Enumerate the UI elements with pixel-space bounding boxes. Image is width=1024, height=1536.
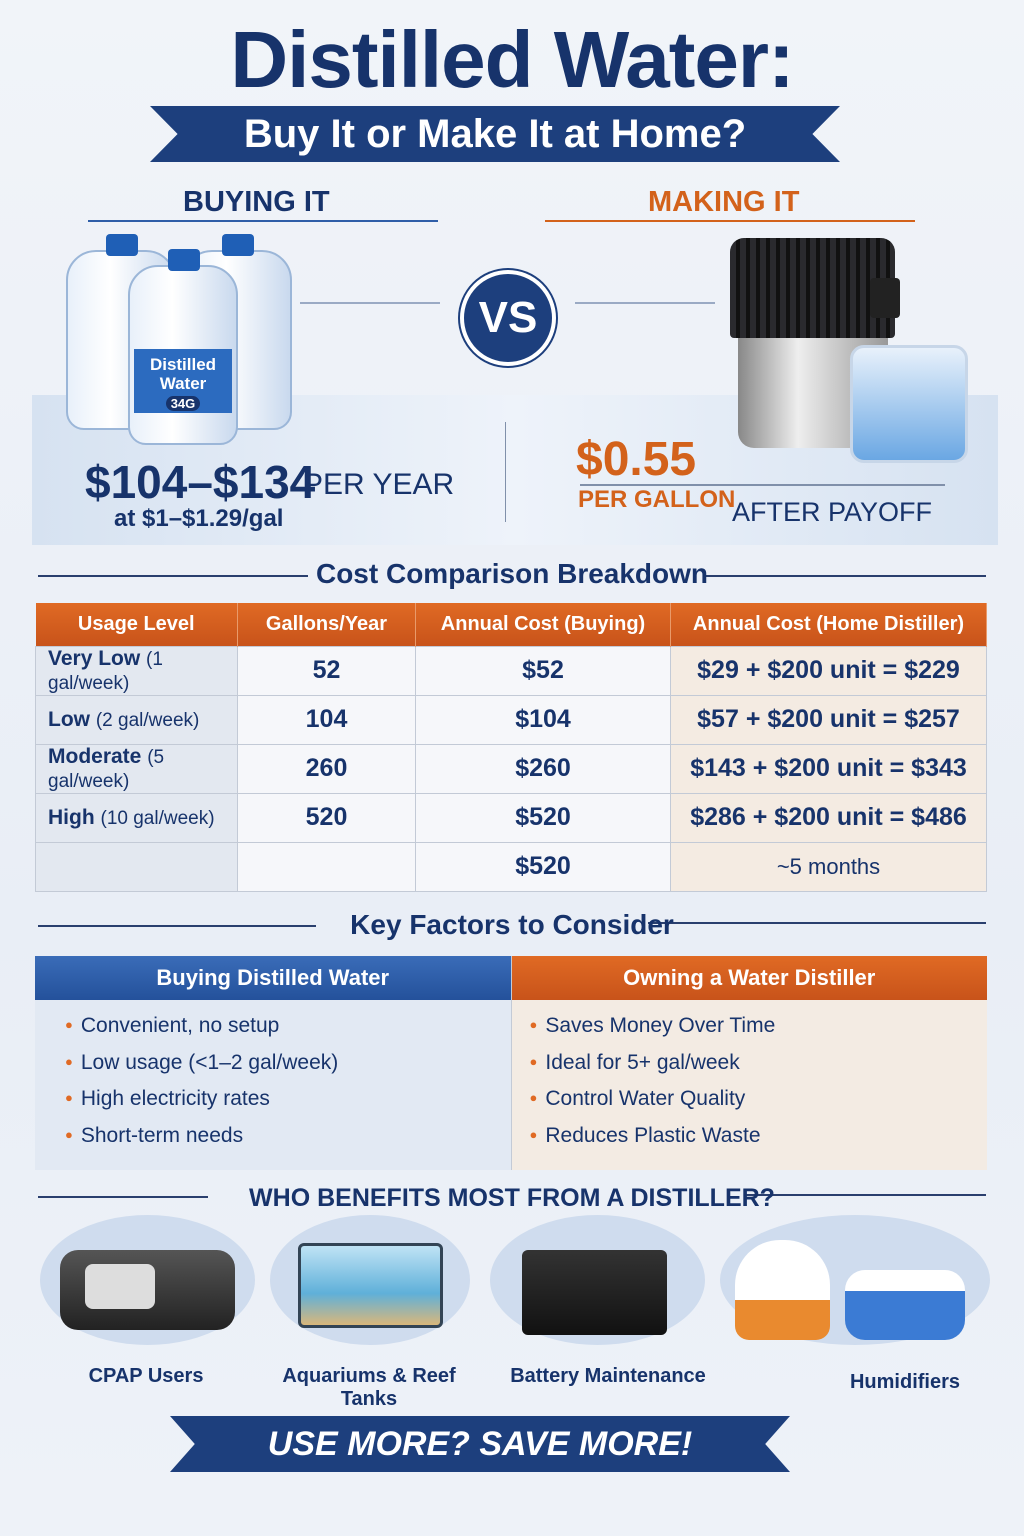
making-note: AFTER PAYOFF [732,497,933,527]
divider [505,422,506,522]
gallons-cell: 520 [237,792,416,843]
water-jar-icon [850,345,968,463]
divider [580,484,945,486]
divider [88,220,438,222]
column-header: Annual Cost (Buying) [415,603,671,646]
usage-level: Low [48,707,90,731]
comparison-table: Usage Level Gallons/Year Annual Cost (Bu… [35,603,987,892]
making-price-unit: PER GALLON [578,486,736,513]
gallons-cell: 104 [237,694,416,745]
subtitle-ribbon: Buy It or Make It at Home? [150,106,840,162]
column-header: Gallons/Year [237,603,416,646]
buying-factors-title: Buying Distilled Water [35,956,511,1000]
list-item: Ideal for 5+ gal/week [530,1051,988,1088]
distiller-cost-cell: $57 + $200 unit = $257 [670,694,987,745]
usage-level: Very Low [48,646,141,670]
gallons-cell: 260 [237,743,416,794]
divider [545,220,915,222]
making-heading: MAKING IT [648,186,800,218]
column-header: Usage Level [35,603,238,646]
distiller-cost-cell: $286 + $200 unit = $486 [670,792,987,843]
owning-factors: Owning a Water Distiller Saves Money Ove… [511,956,988,1170]
divider [648,922,986,924]
buying-cost-cell: $104 [415,694,671,745]
buying-price-unit: PER YEAR [303,468,455,501]
footer-ribbon: USE MORE? SAVE MORE! [170,1416,790,1472]
usage-level: Moderate [48,744,142,768]
list-item: Convenient, no setup [65,1014,511,1051]
page-title: Distilled Water: [230,15,794,104]
factors-panel: Buying Distilled Water Convenient, no se… [35,956,987,1170]
distiller-cost-cell: $143 + $200 unit = $343 [670,743,987,794]
making-price: $0.55 [576,433,697,486]
list-item: Saves Money Over Time [530,1014,988,1051]
buying-heading: BUYING IT [183,186,330,218]
divider [300,302,440,304]
list-item: Control Water Quality [530,1087,988,1124]
column-header: Annual Cost (Home Distiller) [670,603,987,646]
vs-badge: VS [460,270,556,366]
table-header: Usage Level Gallons/Year Annual Cost (Bu… [35,603,987,646]
benefit-label: CPAP Users [88,1365,204,1387]
cpap-icon [40,1215,255,1345]
aquarium-icon [270,1215,470,1345]
gallons-cell: 52 [237,645,416,696]
distiller-cost-cell: $29 + $200 unit = $229 [670,645,987,696]
list-item: Reduces Plastic Waste [530,1124,988,1161]
jug-badge: 34G [165,396,201,411]
list-item: Low usage (<1–2 gal/week) [65,1051,511,1088]
table-row: Very Low (1 gal/week) 52 $52 $29 + $200 uni… [35,645,987,696]
table-row: Low (2 gal/week) 104 $104 $57 + $200 unit =… [35,694,987,745]
usage-level: High [48,805,95,829]
jug-label: Distilled Water [149,355,217,393]
usage-frequency: (5 gal/week) [48,746,165,792]
list-item: Short-term needs [65,1124,511,1161]
divider [744,1194,986,1196]
usage-frequency: (2 gal/week) [95,709,200,731]
owning-factors-title: Owning a Water Distiller [511,956,987,1000]
buying-cost-cell: $520 [415,792,671,843]
divider [38,575,308,577]
benefit-label: Battery Maintenance [510,1365,706,1387]
buying-cost-cell: $260 [415,743,671,794]
benefits-heading: WHO BENEFITS MOST FROM A DISTILLER? [249,1184,775,1212]
payoff-cell: ~5 months [670,841,987,892]
divider [575,302,715,304]
usage-frequency: (1 gal/week) [48,648,163,694]
buying-rate: at $1–$1.29/gal [114,505,284,532]
factors-heading: Key Factors to Consider [350,909,674,940]
humidifier-icon [720,1215,990,1345]
comparison-heading: Cost Comparison Breakdown [315,558,709,589]
table-row: High (10 gal/week) 520 $520 $286 + $200 uni… [35,792,987,843]
gallons-cell [237,841,416,892]
buying-cost-cell: $52 [415,645,671,696]
table-row: $520 ~5 months [35,841,987,892]
buying-price: $104–$134 [85,456,316,508]
buying-cost-cell: $520 [415,841,671,892]
divider [38,1196,208,1198]
benefit-label: Aquariums & Reef Tanks [282,1365,456,1410]
buying-factors: Buying Distilled Water Convenient, no se… [35,956,512,1170]
divider [706,575,986,577]
benefit-label: Humidifiers [849,1371,961,1393]
list-item: High electricity rates [65,1087,511,1124]
usage-level [35,841,238,892]
table-row: Moderate (5 gal/week) 260 $260 $143 + $200 … [35,743,987,794]
jug-icon: Distilled Water 34G [128,249,238,445]
divider [38,925,316,927]
battery-icon [490,1215,705,1345]
usage-frequency: (10 gal/week) [100,807,215,829]
